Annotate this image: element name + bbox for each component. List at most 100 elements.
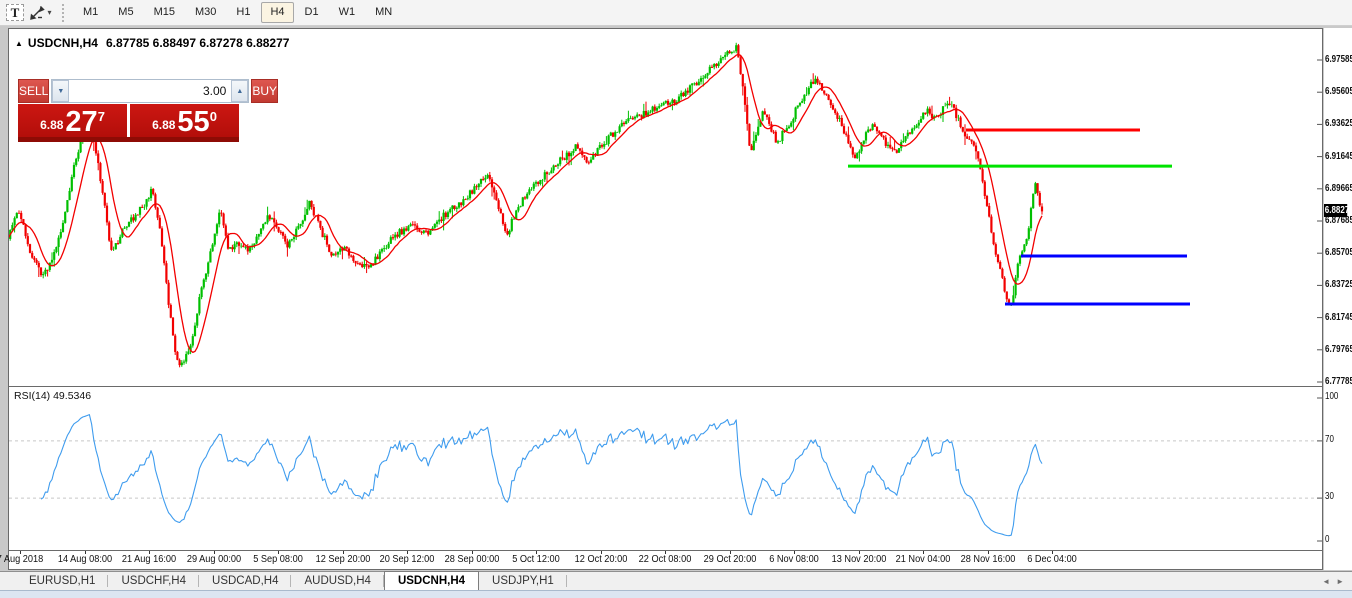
current-price-badge: 6.88277 [1324, 204, 1352, 218]
sell-price-prefix: 6.88 [40, 118, 64, 132]
time-axis-tick [987, 551, 989, 554]
toolbar-grip[interactable] [62, 3, 66, 22]
tabs-scroll-right-icon[interactable]: ► [1336, 576, 1344, 586]
timeframe-button-mn[interactable]: MN [375, 6, 393, 18]
timeframe-button-d1[interactable]: D1 [304, 6, 319, 18]
trade-panel-bottom-strip [18, 137, 239, 142]
timeframe-button-m5[interactable]: M5 [118, 6, 134, 18]
time-axis-tick [1052, 551, 1053, 554]
buy-price-box[interactable]: 6.88 55 0 [130, 104, 239, 137]
text-tool-button[interactable]: T [4, 3, 26, 23]
volume-decrease-button[interactable]: ▼ [52, 80, 70, 102]
chart-tab-eurusd-h1[interactable]: EURUSD,H1 [16, 572, 109, 590]
chart-tab-usdjpy-h1[interactable]: USDJPY,H1 [479, 572, 567, 590]
timeframe-button-h1[interactable]: H1 [236, 6, 251, 18]
time-axis-tick [471, 551, 473, 554]
buy-button[interactable]: BUY [251, 79, 279, 103]
time-axis-label: 21 Nov 04:00 [895, 554, 951, 565]
rsi-axis-label: 70 [1325, 433, 1334, 445]
volume-spinner: ▼ ▲ [51, 79, 250, 103]
one-click-trading-panel: SELL ▼ ▲ BUY 6.88 27 7 6.88 55 0 [18, 79, 279, 142]
tab-separator [382, 575, 384, 587]
timeframe-button-m15[interactable]: M15 [153, 6, 175, 18]
price-axis-label: 6.91645 [1325, 150, 1352, 162]
tab-separator [198, 575, 200, 587]
time-axis-tick [536, 551, 537, 554]
price-axis-label: 6.87685 [1325, 215, 1352, 226]
price-axis[interactable]: 6.97585 6.95605 6.93625 6.91645 6.89665 6.876… [1324, 28, 1352, 570]
price-axis-label: 6.77785 [1325, 376, 1352, 387]
sell-price-sup: 7 [97, 109, 105, 124]
chart-ohlc-values: 6.87785 6.88497 6.87278 6.88277 [105, 36, 290, 50]
time-axis[interactable]: 7 Aug 2018 14 Aug 08:00 21 Aug 16:00 29 Aug… [0, 550, 1322, 569]
volume-increase-button[interactable]: ▲ [231, 80, 249, 102]
crosshair-arrows-icon [30, 5, 46, 20]
tab-separator [107, 575, 109, 587]
time-axis-label: 7 Aug 2018 [0, 554, 44, 565]
volume-input[interactable] [69, 80, 232, 102]
price-axis-label: 6.95605 [1325, 86, 1352, 98]
time-axis-tick [278, 551, 279, 554]
time-axis-label: 29 Aug 00:00 [186, 554, 241, 565]
timeframe-button-m30[interactable]: M30 [194, 6, 217, 18]
time-axis-tick [923, 551, 924, 554]
tab-separator [290, 575, 292, 587]
time-axis-tick [407, 551, 408, 554]
collapse-icon[interactable]: ▲ [15, 38, 23, 48]
time-axis-label: 28 Nov 16:00 [960, 554, 1015, 565]
time-axis-label: 20 Sep 12:00 [379, 554, 435, 565]
time-axis-label: 12 Sep 20:00 [315, 554, 370, 565]
price-axis-label: 6.97585 [1325, 54, 1352, 65]
price-axis-label: 6.79765 [1325, 343, 1352, 355]
time-axis-label: 13 Nov 20:00 [831, 554, 886, 565]
time-axis-label: 6 Nov 08:00 [769, 554, 819, 565]
time-axis-tick [858, 551, 860, 554]
sell-button[interactable]: SELL [18, 79, 50, 103]
time-axis-label: 12 Oct 20:00 [574, 554, 627, 565]
rsi-axis-label: 30 [1325, 491, 1334, 503]
price-axis-label: 6.85705 [1325, 247, 1352, 259]
timeframe-button-w1[interactable]: W1 [338, 6, 356, 18]
buy-price-sup: 0 [209, 109, 217, 124]
chevron-down-icon: ▾ [47, 8, 52, 17]
tabs-scroll-left-icon[interactable]: ◄ [1322, 576, 1331, 586]
time-axis-label: 22 Oct 08:00 [638, 554, 692, 565]
rsi-label: RSI(14) 49.5346 [14, 390, 92, 402]
time-axis-label: 5 Oct 12:00 [512, 554, 560, 565]
time-axis-label: 29 Oct 20:00 [703, 554, 756, 565]
time-axis-tick [84, 551, 86, 554]
buy-price-big: 55 [177, 106, 210, 138]
price-axis-label: 6.93625 [1325, 118, 1352, 130]
time-axis-tick [213, 551, 215, 554]
chart-title: ▲ USDCNH,H4 6.87785 6.88497 6.87278 6.88… [15, 36, 289, 50]
chart-tab-audusd-h4[interactable]: AUDUSD,H4 [291, 572, 384, 590]
tab-separator [565, 575, 567, 587]
price-chart-plot[interactable] [9, 29, 1322, 385]
time-axis-tick [600, 551, 602, 554]
chart-tab-bar: EURUSD,H1 USDCHF,H4 USDCAD,H4 AUDUSD,H4 USDC… [0, 571, 1352, 590]
time-axis-tick [149, 551, 150, 554]
rsi-axis-label: 100 [1325, 391, 1339, 402]
time-axis-label: 28 Sep 00:00 [444, 554, 499, 565]
timeframe-button-h4[interactable]: H4 [261, 2, 294, 23]
time-axis-label: 14 Aug 08:00 [57, 554, 112, 565]
time-axis-label: 21 Aug 16:00 [121, 554, 177, 565]
sell-price-box[interactable]: 6.88 27 7 [18, 104, 127, 137]
time-axis-tick [342, 551, 344, 554]
price-axis-label: 6.89665 [1325, 182, 1352, 194]
chart-tab-usdcad-h4[interactable]: USDCAD,H4 [199, 572, 292, 590]
chart-window: ▲ USDCNH,H4 6.87785 6.88497 6.87278 6.88… [0, 28, 1323, 570]
rsi-axis-label: 0 [1325, 534, 1330, 545]
top-toolbar: T ▾ M1 M5 M15 M30 H1 H4 D1 W1 MN [0, 0, 1352, 26]
rsi-indicator-pane[interactable]: RSI(14) 49.5346 [9, 386, 1322, 549]
chart-tab-usdcnh-h4[interactable]: USDCNH,H4 [383, 571, 480, 590]
cursor-tool-button[interactable]: ▾ [30, 3, 52, 23]
chart-symbol-label: USDCNH,H4 [27, 36, 98, 50]
timeframe-button-m1[interactable]: M1 [83, 6, 99, 18]
text-tool-icon: T [5, 4, 25, 21]
price-axis-label: 6.81745 [1325, 311, 1352, 323]
status-bar [0, 590, 1352, 598]
chart-tab-usdchf-h4[interactable]: USDCHF,H4 [108, 572, 200, 590]
timeframe-button-group: M1 M5 M15 M30 H1 H4 D1 W1 MN [74, 2, 403, 23]
